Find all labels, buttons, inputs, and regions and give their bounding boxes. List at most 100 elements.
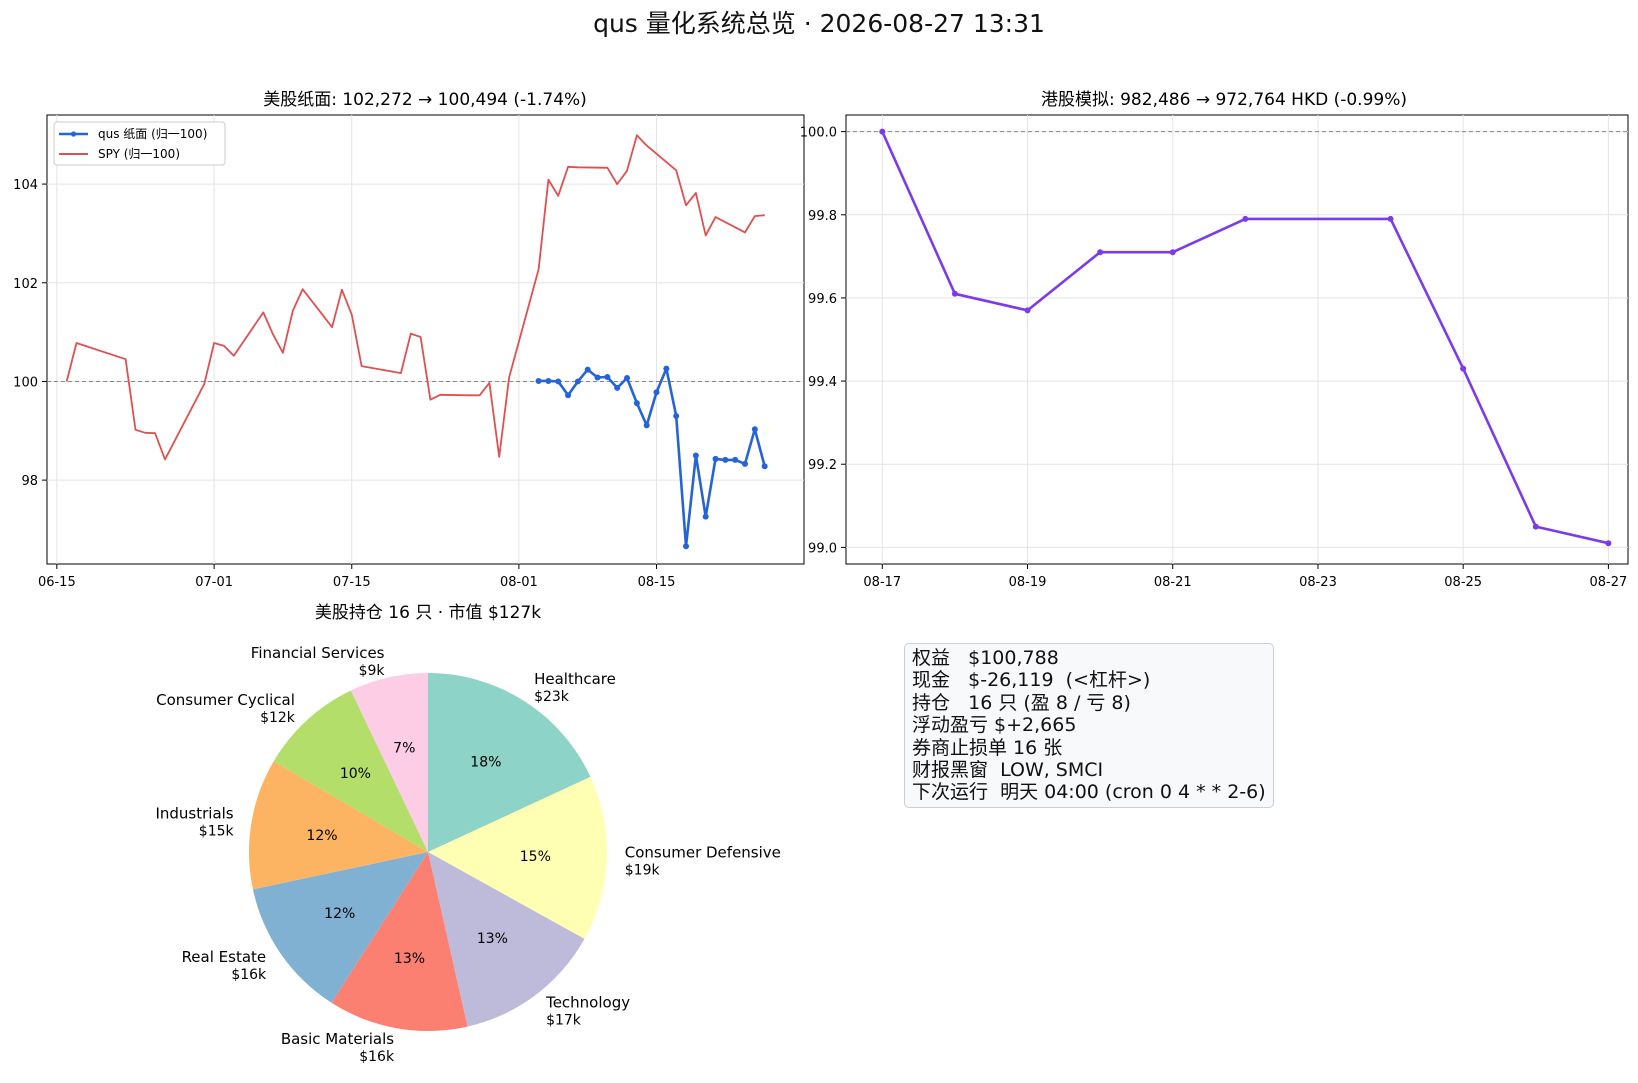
- hk-y-tick-label: 99.4: [808, 375, 837, 390]
- us-series-1-point: [742, 460, 749, 467]
- hk-series-0-point: [1242, 215, 1249, 222]
- us-x-tick-label: 06-15: [38, 575, 76, 590]
- pie-category-label: Industrials: [155, 804, 233, 822]
- hk-chart-title: 港股模拟: 982,486 → 972,764 HKD (-0.99%): [1041, 90, 1407, 110]
- pie-pct-label: 18%: [470, 755, 501, 771]
- us-series-1-point: [535, 377, 542, 384]
- positions-line: 持仓 16 只 (盈 8 / 亏 8): [912, 691, 1131, 714]
- unrealized-pnl-line: 浮动盈亏 $+2,665: [912, 714, 1077, 737]
- us-series-1-line: [538, 367, 766, 548]
- hk-x-tick-label: 08-23: [1299, 575, 1337, 590]
- equity-line: 权益 $100,788: [912, 647, 1059, 669]
- pie-pct-label: 12%: [324, 906, 355, 922]
- pie-pct-label: 12%: [306, 828, 337, 844]
- us-x-tick-label: 07-15: [333, 575, 371, 590]
- hk-y-tick-label: 99.6: [808, 292, 837, 307]
- pie-slice-technology: [428, 852, 585, 1027]
- next-run-line: 下次运行 明天 04:00 (cron 0 4 * * 2-6): [912, 781, 1266, 804]
- legend-spy-label: SPY (归一100): [98, 147, 180, 161]
- pie-category-label: Healthcare: [534, 670, 616, 688]
- us-series-1-point: [545, 377, 552, 384]
- us-series-1-point: [712, 455, 719, 462]
- pie-value-label: $19k: [625, 862, 661, 878]
- us-series-1-point: [574, 378, 581, 385]
- us-series-1-point: [594, 374, 601, 381]
- hk-series-0-point: [1097, 249, 1104, 256]
- us-paper-chart: 美股纸面: 102,272 → 100,494 (-1.74%) 06-15 07…: [13, 90, 805, 590]
- us-series-1-point: [565, 392, 572, 399]
- hk-series-0-point: [1169, 249, 1176, 256]
- pie-slice-healthcare: [428, 673, 591, 852]
- pie-value-label: $15k: [199, 823, 235, 839]
- pie-value-label: $12k: [260, 710, 296, 726]
- legend-box: [53, 121, 226, 166]
- us-series-1-point: [663, 365, 670, 372]
- pie-category-label: Consumer Cyclical: [156, 691, 295, 709]
- us-series-1-point: [761, 463, 768, 470]
- us-chart-title: 美股纸面: 102,272 → 100,494 (-1.74%): [263, 90, 587, 110]
- us-series-1-point: [722, 456, 729, 463]
- legend-qus-label: qus 纸面 (归一100): [98, 127, 207, 141]
- hk-x-tick-label: 08-17: [863, 575, 901, 590]
- stop-orders-line: 券商止损单 16 张: [912, 736, 1063, 759]
- pie-value-label: $17k: [546, 1013, 582, 1029]
- hk-series-0-point: [1387, 215, 1394, 222]
- pie-pct-label: 10%: [340, 766, 371, 782]
- hk-y-tick-label: 99.0: [808, 541, 837, 556]
- pie-slice-consumer-defensive: [428, 776, 607, 939]
- legend-qus-marker: [70, 131, 77, 137]
- us-series-1-point: [584, 366, 591, 373]
- us-series-0-line: [65, 134, 765, 461]
- us-y-tick-label: 100: [13, 375, 38, 390]
- pie-category-label: Consumer Defensive: [625, 843, 781, 861]
- pie-value-label: $16k: [231, 967, 267, 983]
- us-chart-frame: [46, 114, 805, 565]
- pie-slice-basic-materials: [331, 852, 468, 1031]
- hk-y-tick-label: 99.2: [808, 458, 837, 473]
- earnings-blackout-line: 财报黑窗 LOW, SMCI: [912, 759, 1104, 782]
- hk-chart-frame: [845, 114, 1629, 565]
- pie-category-label: Real Estate: [182, 948, 267, 966]
- pie-category-label: Technology: [545, 994, 630, 1012]
- pie-value-label: $23k: [534, 689, 570, 705]
- us-y-tick-label: 104: [13, 178, 38, 193]
- us-y-tick-label: 102: [13, 277, 38, 292]
- hk-x-tick-label: 08-25: [1444, 575, 1482, 590]
- figure-title: qus 量化系统总览 · 2026-08-27 13:31: [593, 9, 1045, 38]
- hk-series-0-line: [881, 131, 1609, 545]
- hk-simulation-chart: 港股模拟: 982,486 → 972,764 HKD (-0.99%) 08-…: [800, 90, 1629, 590]
- hk-x-tick-label: 08-19: [1009, 575, 1047, 590]
- us-series-1-point: [633, 400, 640, 407]
- pie-pct-label: 13%: [477, 931, 508, 947]
- us-series-1-point: [555, 378, 562, 385]
- hk-x-tick-label: 08-27: [1590, 575, 1628, 590]
- hk-series-0-point: [1024, 307, 1031, 314]
- us-x-tick-label: 08-01: [500, 575, 538, 590]
- pie-chart-title: 美股持仓 16 只 · 市值 $127k: [315, 603, 541, 623]
- hk-y-tick-label: 99.8: [808, 209, 837, 224]
- us-series-1-point: [673, 412, 680, 419]
- us-series-1-point: [751, 426, 758, 433]
- us-x-tick-label: 07-01: [195, 575, 233, 590]
- hk-series-0-point: [1532, 523, 1539, 530]
- pie-value-label: $9k: [359, 663, 386, 679]
- pie-slice-consumer-cyclical: [273, 690, 428, 852]
- pie-pct-label: 7%: [393, 740, 415, 756]
- us-series-1-point: [624, 374, 631, 381]
- us-series-1-point: [732, 456, 739, 463]
- us-series-1-point: [683, 543, 690, 550]
- pie-value-label: $16k: [359, 1049, 395, 1065]
- us-series-1-point: [653, 389, 660, 396]
- cash-line: 现金 $-26,119 (<杠杆>): [912, 669, 1151, 692]
- hk-series-0-point: [951, 290, 958, 297]
- account-summary-panel: 权益 $100,788 现金 $-26,119 (<杠杆>) 持仓 16 只 (…: [904, 643, 1274, 808]
- us-series-1-point: [692, 452, 699, 459]
- us-series-1-point: [604, 373, 611, 380]
- us-y-tick-label: 98: [21, 474, 38, 489]
- hk-series-0-point: [1460, 365, 1467, 372]
- us-series-1-point: [702, 513, 709, 520]
- pie-pct-label: 13%: [394, 951, 425, 967]
- pie-slice-industrials: [248, 761, 428, 890]
- pie-category-label: Basic Materials: [281, 1030, 394, 1048]
